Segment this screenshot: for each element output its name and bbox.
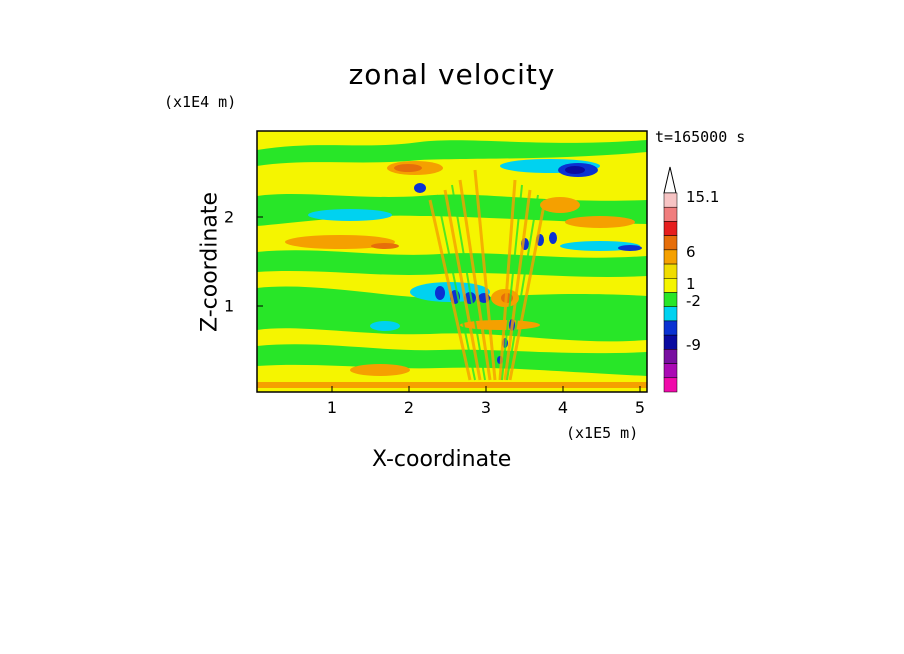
colorbar-label: 6 xyxy=(686,243,696,261)
x-tick-label: 4 xyxy=(557,398,569,417)
wave-lines xyxy=(436,184,539,381)
x-tick-label: 5 xyxy=(634,398,646,417)
blue-core xyxy=(618,245,642,251)
colorbar-swatch xyxy=(663,192,678,208)
colorbar xyxy=(663,166,678,393)
colorbar-swatch xyxy=(663,334,678,350)
orange-core xyxy=(371,243,399,249)
blue-core xyxy=(549,232,557,244)
orange-streak xyxy=(285,235,395,249)
colorbar-swatch xyxy=(663,263,678,279)
colorbar-arrow xyxy=(663,166,677,194)
x-tick-label: 1 xyxy=(326,398,338,417)
y-tick-label: 1 xyxy=(224,296,235,316)
cyan-patch xyxy=(370,321,400,331)
green-band xyxy=(257,344,647,376)
orange-streak xyxy=(350,364,410,376)
colorbar-swatch xyxy=(663,377,678,393)
colorbar-label: -9 xyxy=(686,336,701,354)
colorbar-label: 1 xyxy=(686,275,696,293)
blue-core xyxy=(565,166,585,174)
cyan-patch xyxy=(308,209,392,221)
x-tick-label: 3 xyxy=(480,398,492,417)
y-tick-label: 2 xyxy=(224,207,235,227)
green-band xyxy=(257,140,647,166)
orange-streak xyxy=(540,197,580,213)
blue-core xyxy=(464,292,476,304)
colorbar-swatch xyxy=(663,249,678,265)
plot-frame xyxy=(256,130,648,393)
z-axis-unit: (x1E4 m) xyxy=(164,93,237,111)
colorbar-swatch xyxy=(663,320,678,336)
x-axis-ticks xyxy=(331,386,641,392)
colorbar-swatch xyxy=(663,349,678,364)
colorbar-label: 15.1 xyxy=(686,188,720,206)
orange-streak xyxy=(565,216,635,228)
colorbar-swatch xyxy=(663,292,678,307)
colorbar-label: -2 xyxy=(686,292,701,310)
time-label: t=165000 s xyxy=(655,128,746,146)
y-axis-ticks xyxy=(257,216,263,307)
colorbar-swatch xyxy=(663,235,678,251)
x-tick-label: 2 xyxy=(403,398,415,417)
colorbar-swatch xyxy=(663,306,678,322)
colorbar-swatch xyxy=(663,206,678,222)
colorbar-swatch xyxy=(663,221,678,236)
wave-lines xyxy=(428,169,547,381)
orange-core xyxy=(394,164,422,172)
x-axis-label: X-coordinate xyxy=(372,447,512,472)
blue-core xyxy=(435,286,445,300)
x-axis-unit: (x1E5 m) xyxy=(566,424,639,442)
colorbar-swatch xyxy=(663,363,678,379)
blue-core xyxy=(414,183,426,193)
heatmap-field xyxy=(257,131,647,392)
green-band xyxy=(257,286,647,342)
colorbar-swatch xyxy=(663,278,678,293)
chart-title: zonal velocity xyxy=(348,58,556,91)
